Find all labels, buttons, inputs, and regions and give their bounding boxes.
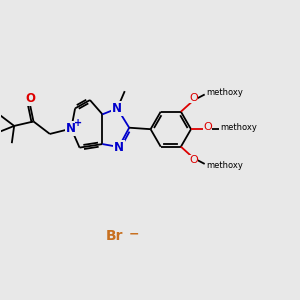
Text: Br: Br (106, 229, 123, 243)
Text: O: O (25, 92, 35, 105)
Text: O: O (189, 93, 198, 103)
Text: O: O (189, 155, 198, 165)
Text: methoxy: methoxy (221, 123, 258, 132)
Text: N: N (114, 140, 124, 154)
Text: methoxy: methoxy (206, 88, 243, 98)
Text: −: − (128, 227, 139, 240)
Text: N: N (66, 122, 76, 135)
Text: +: + (74, 118, 82, 128)
Text: N: N (112, 102, 122, 115)
Text: O: O (203, 122, 212, 132)
Text: methoxy: methoxy (206, 161, 243, 170)
